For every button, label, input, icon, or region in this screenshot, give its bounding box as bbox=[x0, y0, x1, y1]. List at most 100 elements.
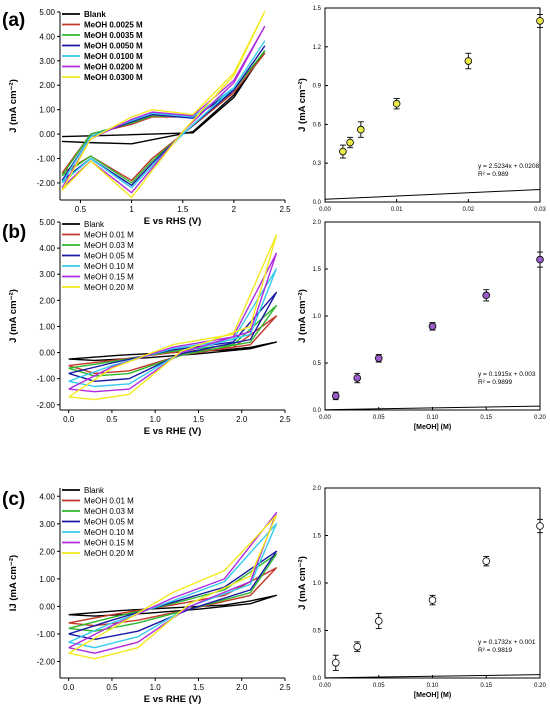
y-tick-label: 2.00 bbox=[39, 296, 55, 305]
y-tick-label: -1.00 bbox=[37, 154, 56, 163]
x-tick-label: 0.5 bbox=[75, 205, 87, 214]
x-tick-label: 1.0 bbox=[150, 683, 162, 692]
y-tick-label: -2.00 bbox=[37, 657, 56, 666]
data-point bbox=[428, 322, 437, 331]
y-tick-label: 4.00 bbox=[39, 32, 55, 41]
series-line-5 bbox=[61, 25, 266, 194]
plot-frame bbox=[324, 7, 541, 203]
x-tick-label: 2.5 bbox=[279, 205, 291, 214]
y-tick-label: 1.5 bbox=[313, 534, 322, 540]
y-tick-label: 0.0 bbox=[313, 200, 322, 206]
y-tick-label: 0.9 bbox=[313, 84, 322, 90]
x-tick-label: 0.05 bbox=[373, 683, 385, 689]
y-tick-label: -2.00 bbox=[37, 179, 56, 188]
legend-entry: MeOH 0.01 M bbox=[84, 497, 134, 506]
calibration-chart-1: 0.0 0.3 0.6 0.9 1.2 1.5 0.00 0.01 0.02 0.03 J (mA … bbox=[297, 6, 546, 213]
legend-entry: Blank bbox=[84, 486, 105, 495]
series-line-0 bbox=[68, 594, 278, 617]
y-tick-label: 0.5 bbox=[313, 361, 322, 367]
y-tick-label: 2.00 bbox=[39, 547, 55, 556]
legend-entry: MeOH 0.0025 M bbox=[84, 21, 143, 30]
data-point bbox=[346, 138, 354, 147]
legend-entry: MeOH 0.03 M bbox=[84, 241, 134, 250]
x-tick-label: 0.20 bbox=[534, 683, 546, 689]
x-tick-label: 0.5 bbox=[106, 683, 118, 692]
fit-equation: y = 2.5234x + 0.0208 bbox=[478, 163, 539, 170]
y-tick-label: 3.00 bbox=[39, 57, 55, 66]
y-tick-label: 1.00 bbox=[39, 322, 55, 331]
x-tick-label: 0.0 bbox=[63, 415, 75, 424]
data-point bbox=[536, 522, 544, 530]
data-point bbox=[392, 99, 401, 108]
y-tick-label: 5.00 bbox=[39, 218, 55, 227]
x-tick-label: 1 bbox=[129, 205, 134, 214]
legend-entry: MeOH 0.0035 M bbox=[84, 31, 143, 40]
fit-line bbox=[324, 405, 541, 411]
legend-entry: MeOH 0.0300 M bbox=[84, 73, 143, 82]
legend-entry: MeOH 0.05 M bbox=[84, 518, 134, 527]
x-tick-label: 2.5 bbox=[279, 415, 291, 424]
x-axis-label: E vs RHE (V) bbox=[144, 694, 202, 705]
fit-r-squared: R² = 0.9819 bbox=[478, 647, 513, 654]
x-tick-label: 2.5 bbox=[279, 683, 291, 692]
legend-entry: MeOH 0.0200 M bbox=[84, 63, 143, 72]
y-tick-label: 3.00 bbox=[39, 520, 55, 529]
series-line-4 bbox=[61, 40, 266, 189]
y-tick-label: 4.00 bbox=[39, 244, 55, 253]
legend-entry: Blank bbox=[84, 10, 106, 19]
data-point bbox=[374, 354, 383, 363]
x-tick-label: 2.0 bbox=[236, 683, 248, 692]
fit-equation: y = 0.1915x + 0.003 bbox=[478, 371, 536, 378]
y-tick-label: 0.00 bbox=[39, 602, 55, 611]
data-point bbox=[482, 291, 491, 300]
y-tick-label: 0.3 bbox=[313, 161, 322, 167]
series-line-2 bbox=[61, 50, 266, 184]
x-tick-label: 0.00 bbox=[319, 415, 331, 421]
y-tick-label: 0.00 bbox=[39, 130, 55, 139]
legend-entry: MeOH 0.03 M bbox=[84, 507, 134, 516]
series-line-3 bbox=[68, 550, 278, 641]
x-tick-label: 0.10 bbox=[427, 415, 439, 421]
y-tick-label: 1.00 bbox=[39, 575, 55, 584]
y-tick-label: 1.0 bbox=[313, 581, 322, 587]
series-line-1 bbox=[61, 52, 266, 182]
fit-line bbox=[324, 674, 541, 679]
x-tick-label: 1.5 bbox=[177, 205, 189, 214]
y-tick-label: -2.00 bbox=[37, 401, 56, 410]
data-point bbox=[331, 658, 340, 667]
data-point bbox=[357, 125, 365, 134]
legend-entry: MeOH 0.20 M bbox=[84, 283, 134, 292]
y-tick-label: 0.0 bbox=[313, 408, 322, 414]
x-tick-label: 1.5 bbox=[193, 683, 205, 692]
calibration-chart-3: 0.0 0.5 1.0 1.5 2.0 0.00 0.05 0.10 0.15 0.20 [MeOH… bbox=[297, 220, 546, 431]
series-line-3 bbox=[61, 45, 266, 187]
legend-entry: MeOH 0.01 M bbox=[84, 231, 134, 240]
fit-r-squared: R² = 0.9899 bbox=[478, 379, 513, 386]
legend-entry: MeOH 0.15 M bbox=[84, 273, 134, 282]
legend-entry: MeOH 0.20 M bbox=[84, 549, 134, 558]
cv-chart-4: (c) 4.00 3.00 2.00 1.00 0.00 -1.00 -2.00 0.0 0.5 1… bbox=[2, 486, 291, 705]
data-point bbox=[536, 255, 544, 264]
legend-entry: MeOH 0.0050 M bbox=[84, 42, 143, 51]
y-tick-label: 0.5 bbox=[313, 629, 322, 635]
series-line-6 bbox=[68, 234, 278, 401]
x-tick-label: 0.01 bbox=[391, 207, 403, 213]
legend-entry: MeOH 0.05 M bbox=[84, 252, 134, 261]
panel-letter: (b) bbox=[2, 222, 26, 243]
data-point bbox=[353, 374, 362, 382]
series-line-6 bbox=[61, 11, 266, 199]
legend-entry: MeOH 0.15 M bbox=[84, 539, 134, 548]
y-tick-label: 0.00 bbox=[39, 349, 55, 358]
panel-letter: (c) bbox=[2, 489, 25, 510]
x-tick-label: 2.0 bbox=[236, 415, 248, 424]
data-point bbox=[331, 392, 340, 400]
y-axis-label: J (mA cm⁻²) bbox=[297, 289, 308, 343]
y-tick-label: 3.00 bbox=[39, 270, 55, 279]
y-axis-label: J (mA cm⁻²) bbox=[8, 289, 19, 343]
y-tick-label: 1.5 bbox=[313, 6, 322, 12]
y-tick-label: 1.2 bbox=[313, 45, 322, 51]
data-point bbox=[374, 617, 383, 625]
y-axis-label: J (mA cm⁻²) bbox=[297, 556, 308, 610]
x-tick-label: 0.02 bbox=[462, 207, 474, 213]
